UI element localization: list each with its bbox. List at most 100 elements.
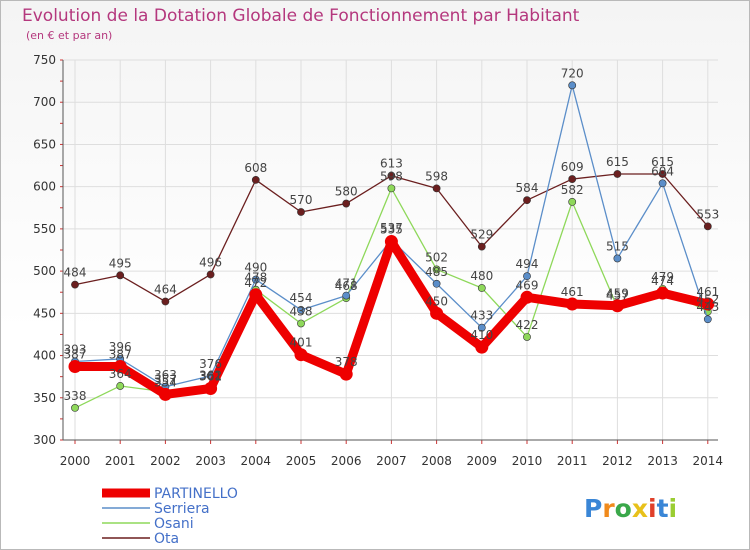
data-label-osani: 438 xyxy=(290,304,313,318)
chart-title: Evolution de la Dotation Globale de Fonc… xyxy=(22,6,580,26)
data-point-partinello xyxy=(520,290,534,304)
data-label-partinello: 474 xyxy=(651,274,674,288)
data-label-partinello: 450 xyxy=(425,294,448,308)
data-point-osani xyxy=(477,284,486,292)
data-point-serriera xyxy=(342,291,351,300)
data-point-partinello xyxy=(610,299,624,313)
data-label-serriera: 393 xyxy=(64,342,87,356)
legend-label-ota: Ota xyxy=(154,531,179,547)
data-label-serriera: 471 xyxy=(335,277,358,291)
x-tick-label: 2005 xyxy=(286,454,317,468)
chart-subtitle: (en € et par an) xyxy=(26,29,113,42)
legend-label-partinello: PARTINELLO xyxy=(154,486,238,502)
data-label-serriera: 396 xyxy=(109,340,132,354)
data-point-ota xyxy=(432,184,441,193)
data-point-partinello xyxy=(339,367,353,381)
legend-label-serriera: Serriera xyxy=(154,501,210,517)
x-tick-label: 2011 xyxy=(557,454,588,468)
data-label-serriera: 443 xyxy=(696,300,719,314)
data-label-osani: 457 xyxy=(606,288,629,302)
data-label-serriera: 363 xyxy=(154,368,177,382)
data-label-partinello: 469 xyxy=(516,278,539,292)
y-tick-label: 700 xyxy=(33,95,56,109)
y-tick-label: 300 xyxy=(33,433,56,447)
y-tick-label: 650 xyxy=(33,137,56,151)
data-point-serriera xyxy=(613,254,622,263)
data-point-ota xyxy=(523,196,531,205)
data-point-partinello xyxy=(249,288,263,302)
legend-label-osani: Osani xyxy=(154,516,194,532)
y-tick-label: 600 xyxy=(33,180,56,194)
data-point-partinello xyxy=(384,235,398,249)
x-tick-label: 2007 xyxy=(376,454,407,468)
data-point-partinello xyxy=(475,340,489,354)
data-point-ota xyxy=(161,297,170,306)
data-point-serriera xyxy=(297,306,305,314)
data-point-ota xyxy=(387,171,396,180)
x-tick-label: 2003 xyxy=(195,454,226,468)
data-point-osani xyxy=(432,265,441,274)
data-label-osani: 468 xyxy=(335,279,358,293)
data-label-ota: 615 xyxy=(606,155,629,169)
y-tick-label: 400 xyxy=(33,349,56,363)
data-label-serriera: 485 xyxy=(425,265,448,279)
data-point-ota xyxy=(658,170,667,178)
data-point-osani xyxy=(387,184,396,193)
data-point-ota xyxy=(703,222,712,231)
data-label-partinello: 354 xyxy=(154,375,177,389)
data-label-osani: 598 xyxy=(380,169,403,183)
data-label-osani: 480 xyxy=(470,269,493,283)
data-label-ota: 553 xyxy=(696,207,719,221)
data-label-osani: 502 xyxy=(425,250,448,264)
x-tick-label: 2006 xyxy=(331,454,362,468)
data-label-partinello: 472 xyxy=(244,276,267,290)
data-point-ota xyxy=(477,242,486,251)
data-label-serriera: 494 xyxy=(516,257,539,271)
data-label-partinello: 461 xyxy=(561,285,584,299)
data-point-partinello xyxy=(656,286,670,300)
data-point-partinello xyxy=(430,306,444,320)
data-label-osani: 478 xyxy=(244,271,267,285)
data-point-partinello xyxy=(158,387,172,401)
data-label-serriera: 537 xyxy=(380,221,403,235)
data-label-partinello: 378 xyxy=(335,355,358,369)
data-label-ota: 464 xyxy=(154,283,177,297)
data-point-ota xyxy=(342,199,351,208)
data-label-serriera: 515 xyxy=(606,239,629,253)
data-point-serriera xyxy=(251,275,260,284)
data-label-ota: 570 xyxy=(290,193,313,207)
data-label-partinello: 410 xyxy=(470,328,493,342)
data-point-ota xyxy=(613,170,622,178)
data-point-osani xyxy=(297,319,305,328)
data-label-serriera: 720 xyxy=(561,66,584,80)
data-label-ota: 584 xyxy=(516,181,539,195)
data-point-serriera xyxy=(477,323,486,332)
x-tick-label: 2001 xyxy=(105,454,136,468)
x-tick-label: 2009 xyxy=(467,454,498,468)
x-tick-label: 2014 xyxy=(693,454,724,468)
data-point-ota xyxy=(251,176,260,184)
x-tick-label: 2000 xyxy=(60,454,91,468)
data-label-osani: 582 xyxy=(561,183,584,197)
data-label-partinello: 387 xyxy=(109,348,132,362)
data-label-partinello: 459 xyxy=(606,287,629,301)
y-tick-label: 750 xyxy=(33,53,56,67)
y-tick-label: 550 xyxy=(33,222,56,236)
data-point-ota xyxy=(71,280,79,289)
data-label-ota: 608 xyxy=(244,161,267,175)
data-label-serriera: 376 xyxy=(199,357,222,371)
data-point-partinello xyxy=(204,381,218,395)
data-point-serriera xyxy=(568,81,577,90)
data-label-osani: 422 xyxy=(516,318,539,332)
data-label-ota: 495 xyxy=(109,256,132,270)
data-point-partinello xyxy=(294,348,308,362)
data-label-partinello: 387 xyxy=(64,348,87,362)
data-point-osani xyxy=(523,333,531,341)
data-point-partinello xyxy=(565,297,579,311)
y-tick-label: 350 xyxy=(33,391,56,405)
y-tick-label: 500 xyxy=(33,264,56,278)
x-tick-label: 2008 xyxy=(421,454,452,468)
data-label-serriera: 604 xyxy=(651,164,674,178)
